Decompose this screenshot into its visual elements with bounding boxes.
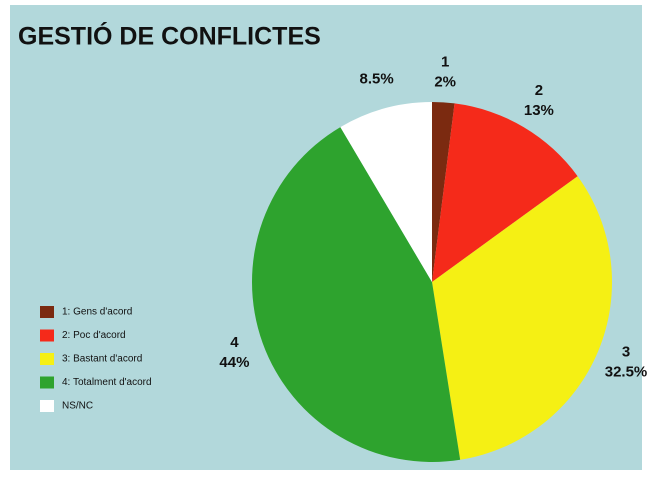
slice-label: 4 — [230, 334, 239, 351]
legend-label: NS/NC — [62, 401, 93, 412]
legend-swatch — [40, 329, 54, 342]
legend-swatch — [40, 353, 54, 365]
value-label: 2% — [434, 73, 456, 90]
pie-slice — [432, 176, 612, 460]
pie-slice — [340, 102, 432, 282]
slice-label: 2 — [535, 82, 543, 99]
chart-title: GESTIÓ DE CONFLICTES — [18, 21, 321, 51]
legend-label: 1: Gens d'acord — [62, 307, 132, 318]
pie-slice — [252, 127, 461, 462]
value-label: 32.5% — [605, 363, 648, 380]
value-label: 44% — [219, 354, 249, 371]
slice-label: 1 — [441, 53, 449, 70]
legend-swatch — [40, 400, 54, 412]
legend-swatch — [40, 306, 54, 318]
legend-label: 4: Totalment d'acord — [62, 377, 152, 388]
pie-slice — [432, 103, 578, 282]
slice-label: 3 — [622, 343, 630, 360]
pie-slice — [432, 102, 455, 282]
value-label: 8.5% — [359, 70, 393, 87]
legend-swatch — [40, 376, 54, 389]
value-label: 13% — [524, 102, 554, 119]
legend-label: 2: Poc d'acord — [62, 330, 126, 341]
legend-label: 3: Bastant d'acord — [62, 354, 142, 365]
